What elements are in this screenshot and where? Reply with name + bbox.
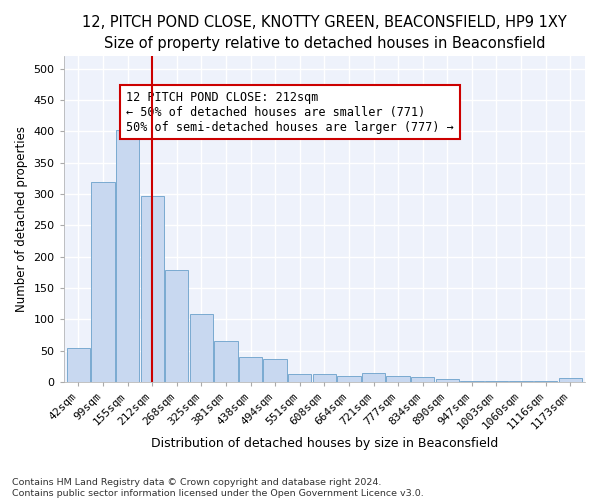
Bar	[165, 270, 188, 382]
Bar	[288, 374, 311, 382]
Bar	[559, 378, 582, 382]
Text: 12 PITCH POND CLOSE: 212sqm
← 50% of detached houses are smaller (771)
50% of se: 12 PITCH POND CLOSE: 212sqm ← 50% of det…	[126, 90, 454, 134]
Text: Contains HM Land Registry data © Crown copyright and database right 2024.
Contai: Contains HM Land Registry data © Crown c…	[12, 478, 424, 498]
Bar	[263, 359, 287, 382]
Bar	[386, 376, 410, 382]
Bar	[362, 372, 385, 382]
Bar	[67, 348, 90, 382]
Bar	[460, 380, 484, 382]
Bar	[411, 377, 434, 382]
Bar	[140, 196, 164, 382]
Bar	[190, 314, 213, 382]
Bar	[239, 357, 262, 382]
Bar	[436, 379, 459, 382]
Bar	[214, 341, 238, 382]
Title: 12, PITCH POND CLOSE, KNOTTY GREEN, BEACONSFIELD, HP9 1XY
Size of property relat: 12, PITCH POND CLOSE, KNOTTY GREEN, BEAC…	[82, 15, 567, 51]
Y-axis label: Number of detached properties: Number of detached properties	[15, 126, 28, 312]
X-axis label: Distribution of detached houses by size in Beaconsfield: Distribution of detached houses by size …	[151, 437, 498, 450]
Bar	[313, 374, 336, 382]
Bar	[91, 182, 115, 382]
Bar	[337, 376, 361, 382]
Bar	[116, 130, 139, 382]
